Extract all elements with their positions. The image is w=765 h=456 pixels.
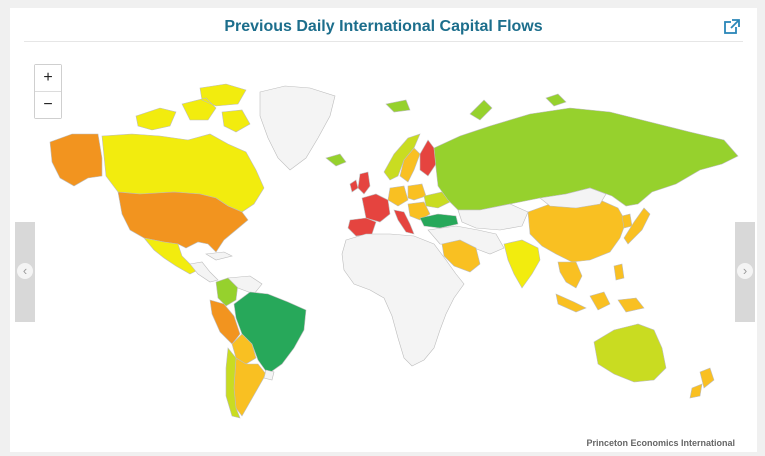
chevron-right-icon: ›	[737, 263, 753, 279]
region-poland[interactable]	[407, 183, 427, 201]
region-ukraine[interactable]	[423, 191, 451, 209]
region-africa[interactable]	[341, 233, 465, 367]
zoom-out-button[interactable]: −	[35, 92, 61, 118]
region-uk[interactable]	[357, 171, 371, 195]
title-divider	[24, 41, 743, 42]
region-russia-islands[interactable]	[385, 93, 567, 121]
region-finland[interactable]	[419, 139, 437, 177]
map-card: Previous Daily International Capital Flo…	[10, 8, 757, 452]
region-argentina[interactable]	[233, 357, 267, 417]
chevron-left-icon: ‹	[17, 263, 33, 279]
region-germany[interactable]	[387, 185, 409, 207]
region-italy[interactable]	[393, 209, 415, 235]
previous-button[interactable]: ‹	[15, 222, 35, 322]
region-spain[interactable]	[347, 217, 377, 237]
region-greenland[interactable]	[259, 85, 336, 171]
region-australia[interactable]	[593, 323, 667, 383]
region-japan[interactable]	[623, 207, 651, 245]
external-link-icon[interactable]	[723, 18, 741, 36]
region-ireland[interactable]	[349, 179, 359, 193]
region-caribbean[interactable]	[205, 251, 233, 261]
region-iceland[interactable]	[325, 153, 347, 167]
region-uruguay[interactable]	[263, 369, 275, 381]
region-peru[interactable]	[209, 299, 241, 345]
region-alaska[interactable]	[49, 133, 103, 187]
region-saudi-arabia[interactable]	[441, 239, 481, 273]
region-canada-islands[interactable]	[135, 83, 251, 133]
region-chile[interactable]	[225, 347, 241, 419]
region-southeast-asia[interactable]	[557, 261, 583, 289]
world-map[interactable]	[10, 8, 757, 452]
region-china[interactable]	[527, 199, 627, 263]
region-venezuela[interactable]	[227, 275, 263, 295]
region-kazakhstan[interactable]	[457, 203, 529, 231]
region-korea[interactable]	[621, 213, 633, 229]
zoom-control: + −	[34, 64, 62, 119]
region-mongolia[interactable]	[539, 187, 607, 209]
region-indonesia[interactable]	[555, 291, 645, 313]
zoom-in-button[interactable]: +	[35, 65, 61, 91]
zoom-divider	[35, 91, 61, 92]
region-central-america[interactable]	[189, 261, 219, 283]
region-new-zealand[interactable]	[689, 367, 715, 399]
region-turkey[interactable]	[419, 213, 459, 229]
page-title: Previous Daily International Capital Flo…	[224, 18, 543, 35]
region-india[interactable]	[503, 239, 541, 289]
region-philippines[interactable]	[613, 263, 625, 281]
map-credit: Princeton Economics International	[586, 438, 735, 448]
next-button[interactable]: ›	[735, 222, 755, 322]
